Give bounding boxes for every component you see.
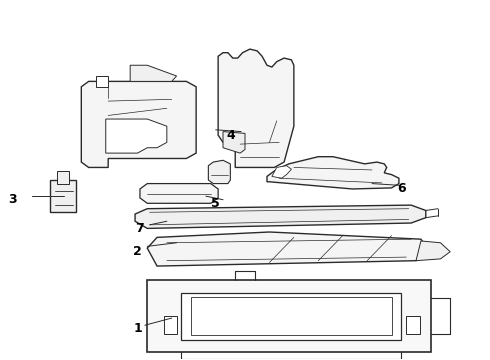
Polygon shape	[57, 171, 69, 184]
Text: 2: 2	[133, 245, 142, 258]
Polygon shape	[130, 65, 176, 81]
Polygon shape	[164, 316, 176, 334]
Polygon shape	[106, 119, 167, 153]
Polygon shape	[218, 49, 294, 167]
Polygon shape	[416, 241, 450, 261]
Polygon shape	[96, 76, 108, 87]
Polygon shape	[406, 316, 420, 334]
Polygon shape	[147, 280, 431, 352]
Polygon shape	[49, 180, 76, 212]
Polygon shape	[135, 205, 426, 228]
Polygon shape	[191, 297, 392, 335]
Polygon shape	[223, 132, 245, 153]
Text: 7: 7	[136, 222, 145, 235]
Polygon shape	[140, 184, 218, 203]
Polygon shape	[208, 160, 230, 184]
Polygon shape	[267, 157, 399, 189]
Polygon shape	[181, 293, 401, 339]
Text: 3: 3	[9, 193, 17, 206]
Text: 4: 4	[226, 129, 235, 142]
Text: 1: 1	[133, 322, 142, 335]
Polygon shape	[272, 166, 292, 178]
Text: 6: 6	[397, 183, 406, 195]
Text: 5: 5	[211, 197, 220, 210]
Polygon shape	[147, 232, 431, 266]
Polygon shape	[81, 81, 196, 167]
